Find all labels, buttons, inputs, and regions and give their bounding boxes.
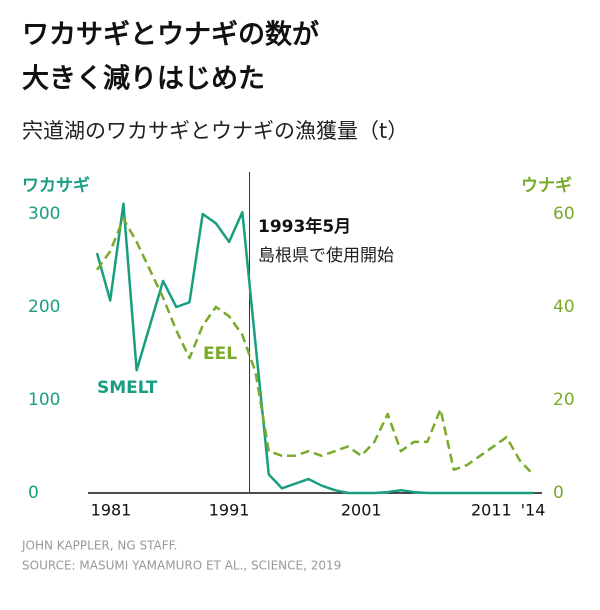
y-axis-label: ワカサギ (22, 176, 90, 196)
series-line (95, 202, 533, 495)
series-label: EEL (203, 344, 237, 364)
series-label: SMELT (97, 378, 158, 398)
y2-tick-label: 20 (553, 390, 575, 410)
y2-tick-label: 60 (553, 204, 575, 224)
x-tick-label: '14 (521, 501, 546, 520)
chart-title: 大きく減りはじめた (22, 64, 265, 95)
y2-axis-label: ウナギ (521, 176, 572, 196)
y2-tick-label: 0 (553, 483, 564, 503)
x-tick-label: 1981 (91, 501, 132, 520)
y-tick-label: 300 (28, 204, 60, 224)
annotation-date: 1993年5月 (258, 216, 351, 237)
y-tick-label: 0 (28, 483, 39, 503)
credit: SOURCE: MASUMI YAMAMURO ET AL., SCIENCE,… (22, 559, 341, 573)
y-tick-label: 100 (28, 390, 60, 410)
y2-tick-label: 40 (553, 297, 575, 317)
y-tick-label: 200 (28, 297, 60, 317)
series-line (95, 217, 534, 476)
x-tick-label: 2011 (471, 501, 512, 520)
credit: JOHN KAPPLER, NG STAFF. (21, 539, 177, 553)
x-tick-label: 2001 (341, 501, 382, 520)
x-tick-label: 1991 (209, 501, 250, 520)
chart-title: ワカサギとウナギの数が (22, 19, 319, 51)
chart-subtitle: 宍道湖のワカサギとウナギの漁獲量（t） (22, 119, 408, 143)
annotation-text: 島根県で使用開始 (258, 245, 394, 266)
